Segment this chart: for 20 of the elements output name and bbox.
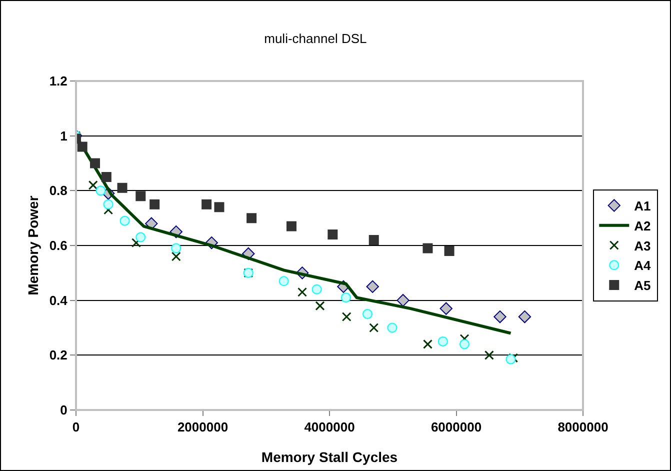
y-tick-label: 1 [60, 128, 68, 144]
x-tick-label: 8000000 [558, 420, 608, 435]
chart-title: muli-channel DSL [264, 30, 367, 46]
y-tick-label: 0.4 [49, 292, 68, 308]
y-tick-label: 0.6 [49, 238, 68, 254]
y-tick-label: 1.2 [49, 74, 68, 89]
legend-label: A4 [634, 258, 652, 274]
x-tick-label: 4000000 [304, 420, 355, 435]
x-tick-label: 2000000 [177, 420, 228, 435]
legend-label: A3 [634, 238, 651, 254]
x-tick-label: 6000000 [430, 420, 482, 435]
legend-label: A1 [634, 198, 651, 214]
x-axis-title: Memory Stall Cycles [261, 449, 398, 465]
legend-label: A2 [634, 218, 651, 234]
y-axis-title: Memory Power [25, 195, 41, 296]
y-tick-label: 0 [60, 402, 68, 418]
legend-label: A5 [634, 278, 651, 294]
y-tick-label: 0.2 [49, 348, 68, 363]
y-tick-label: 0.8 [49, 183, 68, 198]
x-tick-label: 0 [72, 420, 80, 435]
